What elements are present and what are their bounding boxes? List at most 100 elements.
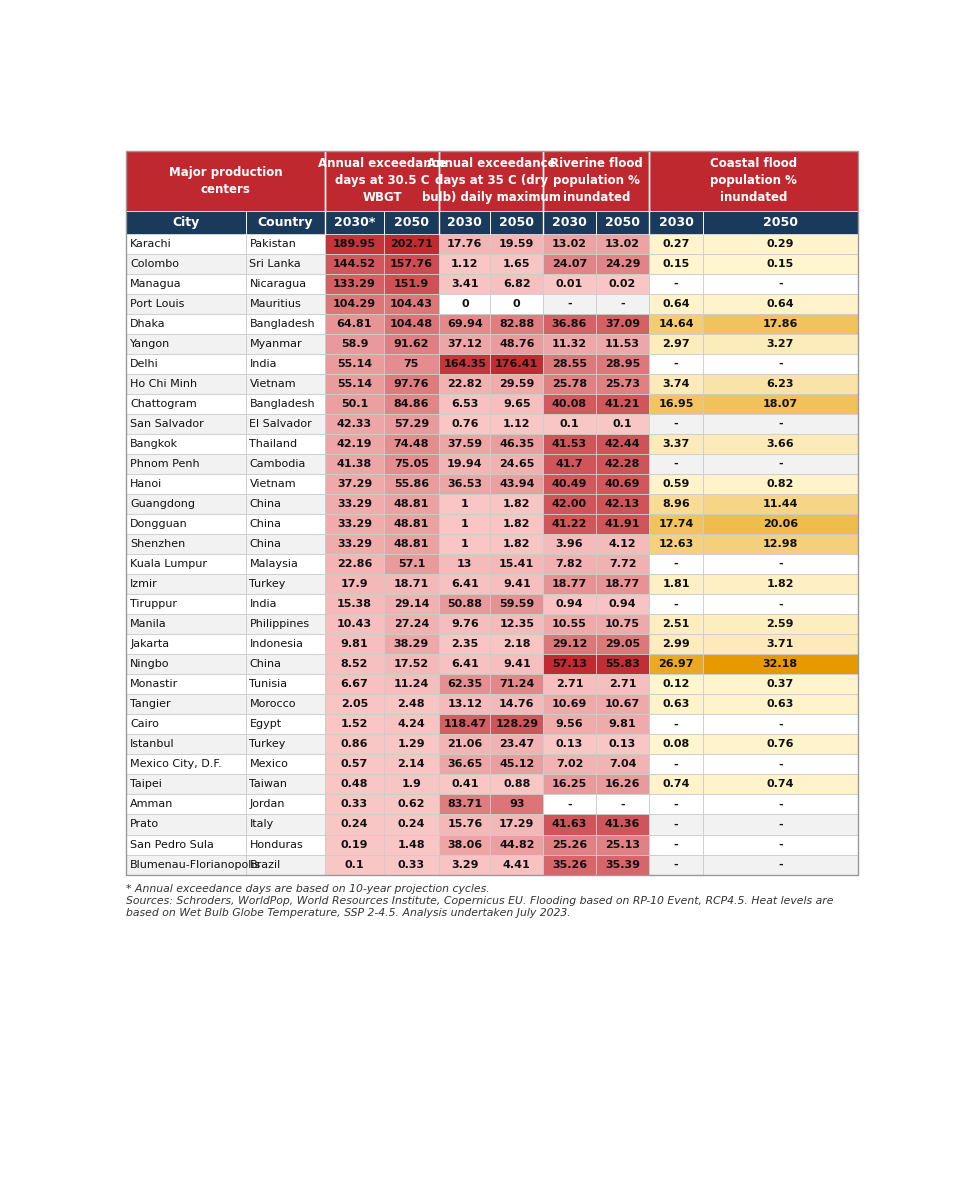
- Text: 7.04: 7.04: [609, 759, 636, 769]
- Text: China: China: [250, 499, 281, 509]
- Text: 41.53: 41.53: [552, 439, 588, 449]
- Text: 42.19: 42.19: [337, 439, 372, 449]
- Bar: [491, 714, 543, 734]
- Text: -: -: [778, 359, 782, 370]
- Bar: [325, 414, 383, 434]
- Text: -: -: [620, 299, 625, 309]
- Bar: [440, 254, 491, 274]
- Bar: [126, 313, 246, 334]
- Bar: [596, 575, 649, 595]
- Bar: [596, 614, 649, 634]
- Text: 0.1: 0.1: [612, 420, 633, 429]
- Text: 41.36: 41.36: [605, 819, 640, 830]
- Bar: [246, 595, 325, 614]
- Text: 3.66: 3.66: [766, 439, 794, 449]
- Text: -: -: [674, 819, 679, 830]
- Text: 41.63: 41.63: [552, 819, 588, 830]
- Text: 6.53: 6.53: [451, 399, 479, 409]
- Bar: [703, 775, 858, 794]
- Bar: [126, 755, 246, 775]
- Bar: [649, 855, 703, 875]
- Text: Port Louis: Port Louis: [130, 299, 184, 309]
- Text: 6.23: 6.23: [766, 379, 794, 389]
- Bar: [543, 211, 596, 234]
- Bar: [246, 575, 325, 595]
- Bar: [440, 775, 491, 794]
- Text: 1.65: 1.65: [503, 259, 531, 269]
- Bar: [649, 834, 703, 855]
- Bar: [543, 654, 596, 675]
- Text: 20.06: 20.06: [763, 520, 798, 529]
- Bar: [325, 274, 383, 294]
- Bar: [649, 374, 703, 395]
- Bar: [383, 294, 440, 313]
- Bar: [649, 755, 703, 775]
- Bar: [649, 654, 703, 675]
- Text: Annual exceedance
days at 35 C (dry
bulb) daily maximum: Annual exceedance days at 35 C (dry bulb…: [421, 157, 561, 204]
- Text: 1.82: 1.82: [503, 499, 531, 509]
- Text: -: -: [567, 299, 572, 309]
- Bar: [440, 794, 491, 814]
- Text: 32.18: 32.18: [763, 659, 798, 670]
- Text: 57.13: 57.13: [552, 659, 587, 670]
- Bar: [126, 454, 246, 474]
- Bar: [440, 714, 491, 734]
- Bar: [126, 834, 246, 855]
- Text: Mexico City, D.F.: Mexico City, D.F.: [130, 759, 222, 769]
- Bar: [491, 454, 543, 474]
- Bar: [126, 254, 246, 274]
- Text: 37.29: 37.29: [337, 479, 372, 489]
- Bar: [703, 454, 858, 474]
- Bar: [126, 814, 246, 834]
- Text: 0.12: 0.12: [662, 679, 689, 689]
- Bar: [126, 334, 246, 354]
- Bar: [543, 274, 596, 294]
- Text: 3.29: 3.29: [451, 859, 479, 869]
- Bar: [543, 834, 596, 855]
- Bar: [126, 534, 246, 554]
- Bar: [491, 855, 543, 875]
- Bar: [126, 794, 246, 814]
- Bar: [383, 834, 440, 855]
- Text: 57.29: 57.29: [394, 420, 429, 429]
- Text: 71.24: 71.24: [499, 679, 535, 689]
- Bar: [596, 254, 649, 274]
- Bar: [703, 434, 858, 454]
- Bar: [325, 534, 383, 554]
- Text: 144.52: 144.52: [333, 259, 376, 269]
- Bar: [703, 695, 858, 714]
- Text: 9.41: 9.41: [503, 659, 531, 670]
- Text: 0.01: 0.01: [556, 279, 583, 288]
- Bar: [440, 554, 491, 575]
- Bar: [649, 794, 703, 814]
- Bar: [325, 855, 383, 875]
- Bar: [383, 254, 440, 274]
- Bar: [491, 294, 543, 313]
- Text: 91.62: 91.62: [394, 339, 429, 349]
- Text: 0: 0: [513, 299, 520, 309]
- Text: 9.65: 9.65: [503, 399, 531, 409]
- Bar: [649, 634, 703, 654]
- Bar: [440, 575, 491, 595]
- Bar: [383, 654, 440, 675]
- Text: 4.12: 4.12: [609, 539, 636, 550]
- Bar: [596, 595, 649, 614]
- Bar: [440, 454, 491, 474]
- Bar: [543, 554, 596, 575]
- Text: -: -: [674, 600, 679, 609]
- Bar: [649, 714, 703, 734]
- Text: 0.37: 0.37: [767, 679, 794, 689]
- Bar: [246, 495, 325, 514]
- Bar: [649, 150, 858, 211]
- Text: 0.48: 0.48: [341, 780, 369, 789]
- Text: San Salvador: San Salvador: [130, 420, 204, 429]
- Text: 22.86: 22.86: [337, 559, 372, 570]
- Text: El Salvador: El Salvador: [250, 420, 312, 429]
- Text: 104.48: 104.48: [390, 319, 433, 329]
- Text: Izmir: Izmir: [130, 579, 157, 589]
- Bar: [596, 714, 649, 734]
- Text: 40.08: 40.08: [552, 399, 588, 409]
- Bar: [440, 834, 491, 855]
- Text: 48.81: 48.81: [394, 520, 429, 529]
- Bar: [596, 695, 649, 714]
